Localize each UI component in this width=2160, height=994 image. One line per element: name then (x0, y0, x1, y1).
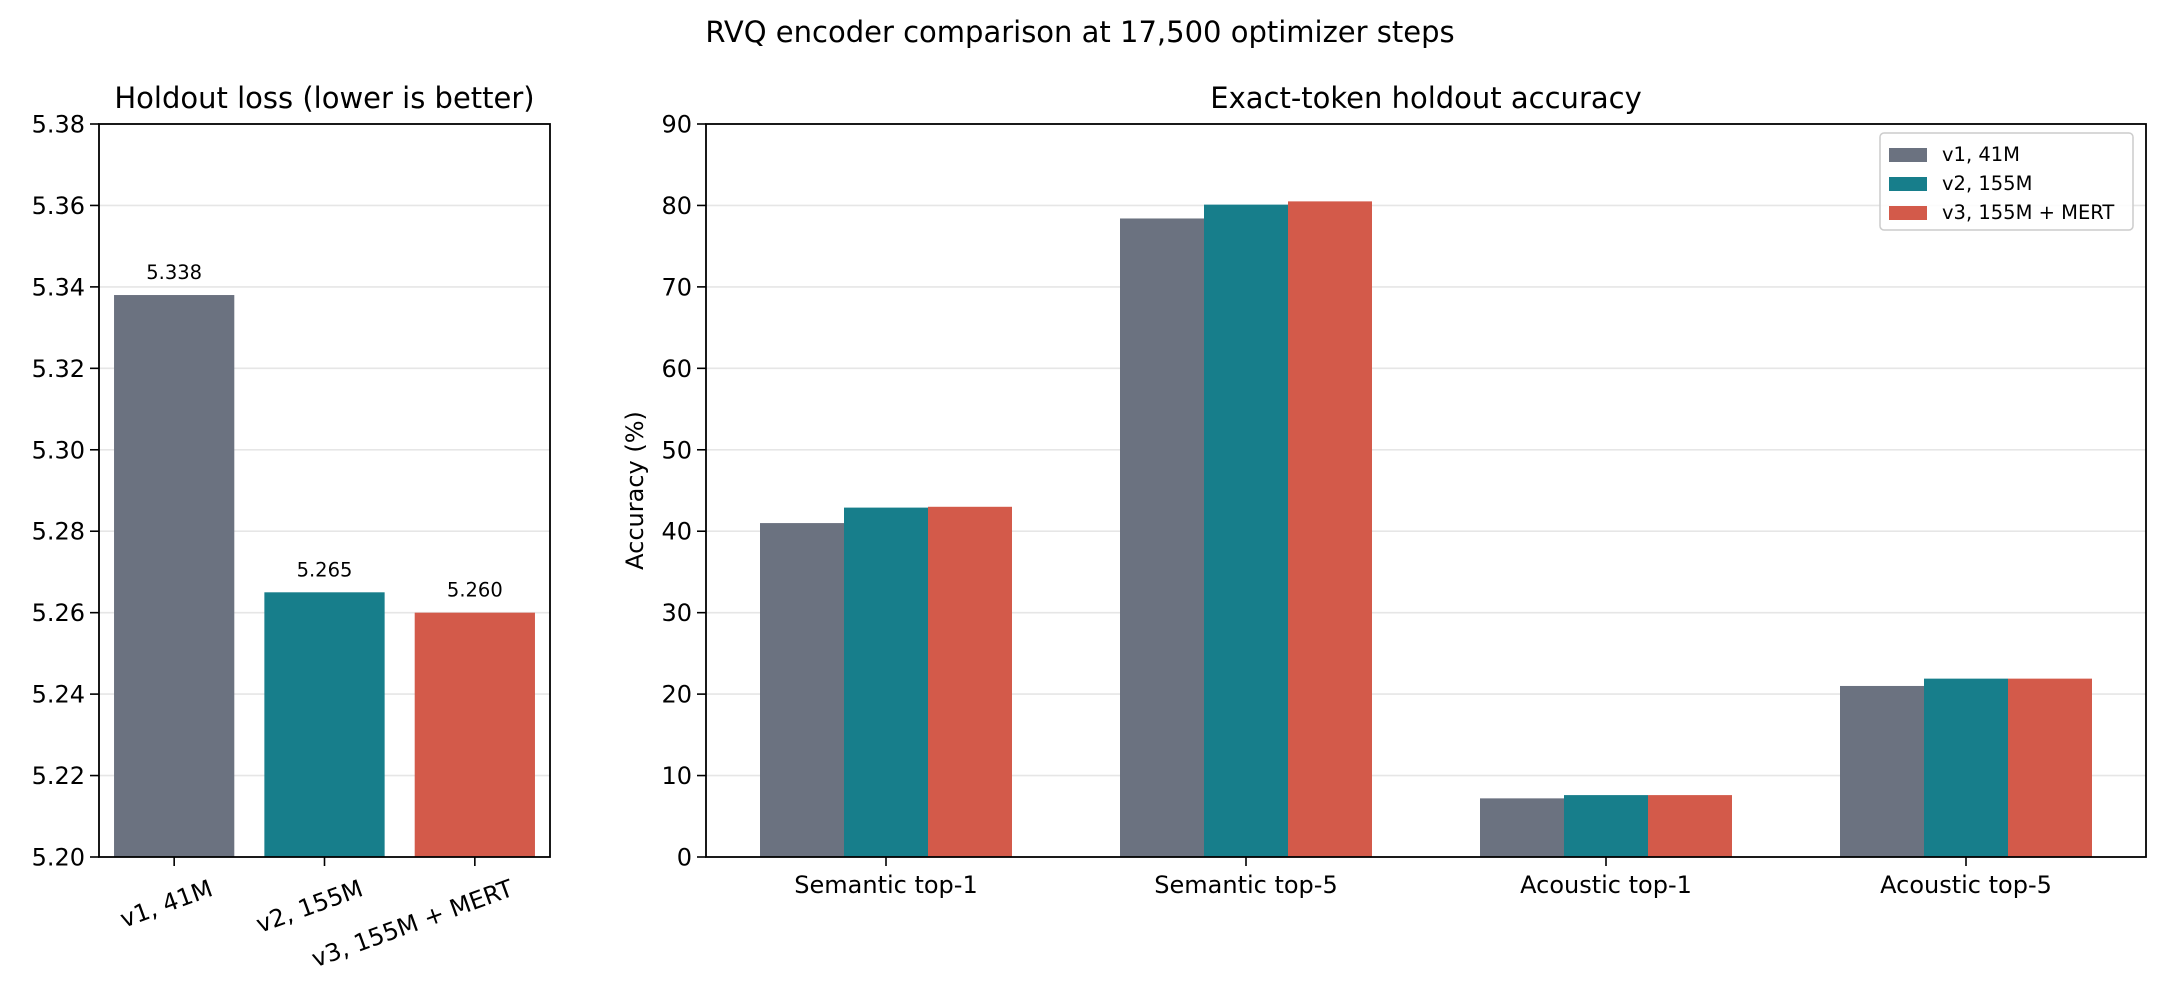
bar-v2-155m (264, 592, 385, 857)
legend-label-v1-41m: v1, 41M (1942, 143, 2020, 166)
y-tick-label: 40 (661, 518, 692, 546)
y-tick-label: 50 (661, 436, 692, 464)
y-tick-label: 5.32 (32, 355, 85, 383)
x-tick-label-v2-155m: v2, 155M (252, 874, 366, 938)
y-tick-label: 5.24 (32, 681, 85, 709)
holdout-loss-y-axis: 5.20 5.22 5.24 5.26 5.28 5.30 5.32 5.34 5.36 5.38 (32, 111, 99, 872)
bar-semantic-top-1-v3-155m-mert (928, 506, 1012, 857)
y-tick-label: 0 (677, 844, 692, 872)
y-tick-label: 5.38 (32, 111, 85, 139)
bar-acoustic-top-5-v1-41m (1840, 685, 1924, 857)
bar-v3-155m-mert (414, 612, 535, 857)
legend-label-v2-155m: v2, 155M (1942, 172, 2032, 195)
accuracy-y-label: Accuracy (%) (621, 411, 649, 570)
bar-acoustic-top-1-v1-41m (1480, 798, 1564, 857)
legend-label-v3-155m-mert: v3, 155M + MERT (1942, 201, 2114, 224)
y-tick-label: 80 (661, 192, 692, 220)
y-tick-label: 30 (661, 599, 692, 627)
y-tick-label: 5.20 (32, 844, 85, 872)
legend-swatch-v2-155m (1889, 177, 1927, 191)
bar-semantic-top-1-v2-155m (844, 507, 928, 857)
bar-v1-41m (114, 295, 235, 857)
y-tick-label: 5.28 (32, 518, 85, 546)
y-tick-label: 20 (661, 681, 692, 709)
holdout-loss-title: Holdout loss (lower is better) (114, 81, 534, 115)
bar-semantic-top-1-v1-41m (760, 523, 844, 857)
y-tick-label: 70 (661, 273, 692, 301)
bar-acoustic-top-5-v2-155m (1924, 678, 2008, 857)
x-tick-label-semantic-top-1: Semantic top-1 (794, 871, 977, 899)
accuracy-frame (705, 123, 2147, 858)
accuracy-y-axis: 0 10 20 30 40 50 60 70 80 90 (661, 111, 706, 872)
figure-title: RVQ encoder comparison at 17,500 optimiz… (705, 15, 1454, 49)
accuracy-legend: v1, 41M v2, 155M v3, 155M + MERT (1879, 132, 2134, 231)
holdout-loss-bars: 5.338 5.265 5.260 (114, 261, 535, 857)
y-tick-label: 90 (661, 111, 692, 139)
data-label-v1-41m: 5.338 (146, 261, 202, 284)
bar-semantic-top-5-v3-155m-mert (1288, 201, 1372, 858)
y-tick-label: 5.22 (32, 762, 85, 790)
data-label-v2-155m: 5.265 (297, 558, 353, 581)
holdout-loss-frame (98, 123, 551, 858)
x-tick-label-v1-41m: v1, 41M (116, 874, 216, 933)
accuracy-bars (760, 201, 2092, 858)
x-tick-label-acoustic-top-5: Acoustic top-5 (1880, 871, 2052, 899)
data-label-v3-155m-mert: 5.260 (447, 579, 503, 602)
bar-acoustic-top-5-v3-155m-mert (2008, 678, 2092, 857)
legend-swatch-v1-41m (1889, 148, 1927, 162)
x-tick-label-acoustic-top-1: Acoustic top-1 (1520, 871, 1692, 899)
y-tick-label: 5.30 (32, 436, 85, 464)
accuracy-chart: Exact-token holdout accuracy Accuracy (%… (621, 81, 2147, 899)
bar-semantic-top-5-v2-155m (1204, 204, 1288, 857)
legend-box (1879, 132, 2134, 231)
x-tick-label-semantic-top-5: Semantic top-5 (1154, 871, 1337, 899)
bar-semantic-top-5-v1-41m (1120, 218, 1204, 857)
y-tick-label: 60 (661, 355, 692, 383)
y-tick-label: 10 (661, 762, 692, 790)
bar-acoustic-top-1-v2-155m (1564, 795, 1648, 857)
accuracy-title: Exact-token holdout accuracy (1210, 81, 1642, 115)
y-tick-label: 5.36 (32, 192, 85, 220)
y-tick-label: 5.34 (32, 273, 85, 301)
holdout-loss-chart: Holdout loss (lower is better) 5.338 5.26… (32, 81, 551, 973)
legend-swatch-v3-155m-mert (1889, 206, 1927, 220)
bar-acoustic-top-1-v3-155m-mert (1648, 795, 1732, 857)
y-tick-label: 5.26 (32, 599, 85, 627)
accuracy-x-axis: Semantic top-1 Semantic top-5 Acoustic top… (794, 857, 2052, 899)
